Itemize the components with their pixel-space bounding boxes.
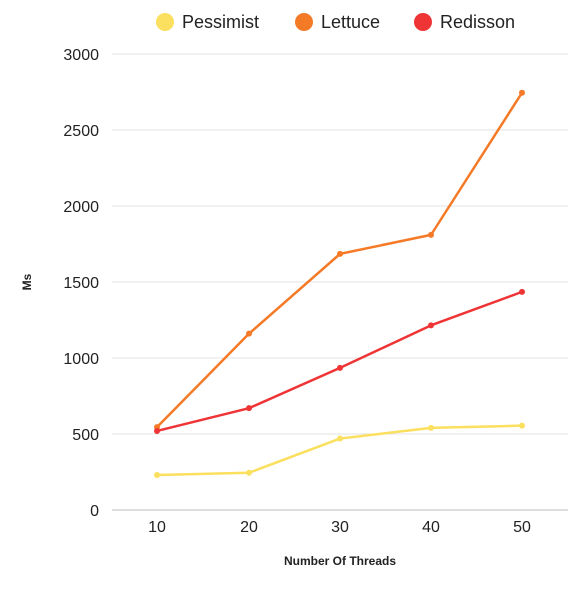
y-tick-label: 0 <box>90 503 99 520</box>
y-tick-label: 1000 <box>63 351 99 368</box>
data-point-lettuce <box>519 89 525 96</box>
series-line-lettuce <box>155 91 524 429</box>
legend-label-redisson: Redisson <box>440 12 515 32</box>
legend-marker-pessimist <box>156 13 174 31</box>
data-point-pessimist <box>519 422 525 429</box>
x-axis-label: Number Of Threads <box>284 554 396 568</box>
x-tick-label: 10 <box>148 519 166 536</box>
series-line-redisson <box>155 290 524 433</box>
data-point-lettuce <box>337 250 343 257</box>
data-point-redisson <box>246 405 252 412</box>
series-lines <box>154 89 525 479</box>
y-axis-label: Ms <box>20 273 34 290</box>
data-point-pessimist <box>428 424 434 431</box>
grid-lines <box>112 53 568 511</box>
data-point-lettuce <box>246 330 252 337</box>
data-point-redisson <box>428 322 434 329</box>
legend: Pessimist Lettuce Redisson <box>156 12 515 32</box>
legend-label-lettuce: Lettuce <box>321 12 380 32</box>
legend-marker-redisson <box>414 13 432 31</box>
y-tick-label: 500 <box>72 427 99 444</box>
legend-label-pessimist: Pessimist <box>182 12 259 32</box>
series-line-pessimist <box>155 424 524 477</box>
y-tick-label: 2000 <box>63 199 99 216</box>
x-axis-ticks: 10 20 30 40 50 <box>148 519 531 536</box>
y-tick-label: 3000 <box>63 47 99 64</box>
x-tick-label: 30 <box>331 519 349 536</box>
x-tick-label: 50 <box>513 519 531 536</box>
x-tick-label: 20 <box>240 519 258 536</box>
data-point-redisson <box>154 427 160 434</box>
data-point-pessimist <box>246 469 252 476</box>
y-tick-label: 2500 <box>63 123 99 140</box>
data-point-pessimist <box>337 435 343 442</box>
data-point-redisson <box>337 364 343 371</box>
data-point-lettuce <box>428 231 434 238</box>
x-tick-label: 40 <box>422 519 440 536</box>
data-point-pessimist <box>154 472 160 479</box>
legend-marker-lettuce <box>295 13 313 31</box>
data-point-redisson <box>519 288 525 295</box>
y-axis-ticks: 0 500 1000 1500 2000 2500 3000 <box>63 47 99 520</box>
y-tick-label: 1500 <box>63 275 99 292</box>
